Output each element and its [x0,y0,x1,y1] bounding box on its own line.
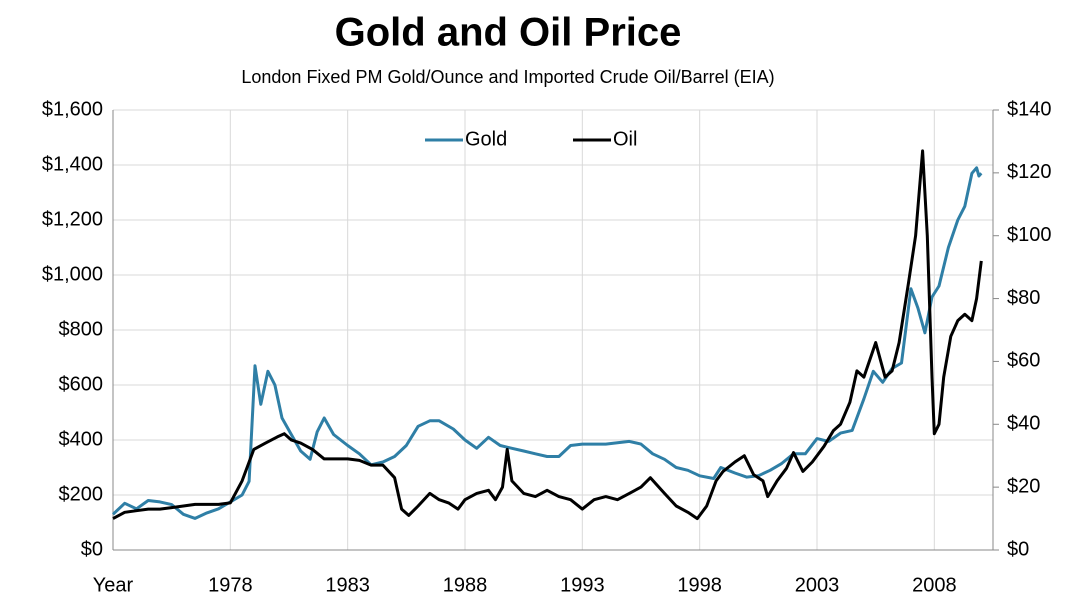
legend-label: Gold [465,128,507,150]
x-tick-label: 2008 [912,574,957,596]
y-tick-label: $800 [59,318,104,340]
x-tick-label: Year [93,574,134,596]
line-1 [112,149,983,521]
y2-tick-label: $40 [1007,413,1040,435]
y2-tick-label: $100 [1007,224,1052,246]
legend-label: Oil [613,128,637,150]
y2-tick-label: $20 [1007,475,1040,497]
y2-tick-label: $120 [1007,161,1052,183]
y2-tick-label: $0 [1007,538,1029,560]
y-tick-label: $0 [81,538,103,560]
x-tick-label: 1993 [560,574,605,596]
line-0 [111,166,983,520]
y-tick-label: $400 [59,428,104,450]
chart-subtitle: London Fixed PM Gold/Ounce and Imported … [241,67,774,87]
y-tick-label: $200 [59,483,104,505]
x-tick-label: 1978 [208,574,253,596]
x-tick-label: 2003 [795,574,840,596]
y-tick-label: $1,000 [42,263,103,285]
y2-tick-label: $140 [1007,98,1052,120]
x-tick-label: 1998 [677,574,722,596]
y2-tick-label: $60 [1007,350,1040,372]
chart-title: Gold and Oil Price [335,11,682,55]
y2-tick-label: $80 [1007,287,1040,309]
y-tick-label: $1,200 [42,208,103,230]
x-tick-label: 1983 [325,574,370,596]
y-tick-label: $600 [59,373,104,395]
y-tick-label: $1,400 [42,153,103,175]
y-tick-label: $1,600 [42,98,103,120]
x-tick-label: 1988 [443,574,488,596]
